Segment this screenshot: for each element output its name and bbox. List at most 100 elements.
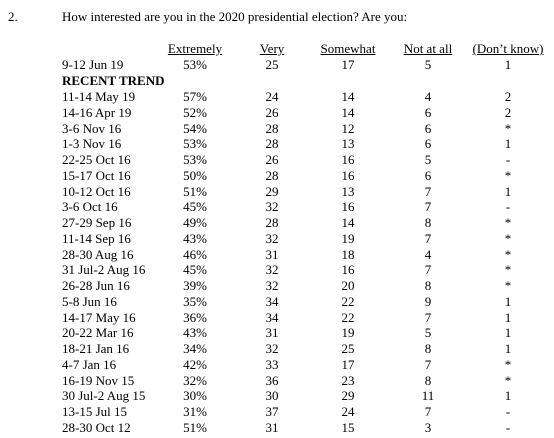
cell: 32 xyxy=(265,230,279,246)
row-label: 11-14 May 19 xyxy=(62,89,136,104)
row-label: 9-12 Jun 19 xyxy=(62,57,124,72)
cell: 19 xyxy=(341,325,355,341)
cell: 6 xyxy=(424,120,432,136)
cell: 32 xyxy=(265,262,279,278)
cell: 8 xyxy=(424,278,432,294)
cell: 8 xyxy=(424,341,432,357)
row-label: 4-7 Jan 16 xyxy=(62,356,117,372)
cell: 26 xyxy=(265,104,279,120)
cell: 36% xyxy=(183,309,207,325)
cell: 14 xyxy=(341,104,355,120)
cell: 57% xyxy=(183,89,207,104)
cell: 45% xyxy=(183,262,207,278)
cell: 53% xyxy=(183,152,207,168)
cell: - xyxy=(505,152,511,168)
cell: 7 xyxy=(424,230,432,246)
cell: 19 xyxy=(341,230,355,246)
cell: 31 xyxy=(265,325,279,341)
cell: 5 xyxy=(424,325,432,341)
cell: 18 xyxy=(341,246,355,262)
cell: 14 xyxy=(341,215,355,231)
row-label: 3-6 Oct 16 xyxy=(62,199,118,215)
cell: 6 xyxy=(424,167,432,183)
cell: * xyxy=(504,356,512,372)
cell: * xyxy=(504,230,512,246)
cell: 15 xyxy=(341,419,355,435)
cell: 28 xyxy=(265,167,279,183)
row-label: 13-15 Jul 15 xyxy=(62,404,127,420)
cell: 29 xyxy=(265,183,279,199)
cell: 22 xyxy=(341,309,355,325)
cell: 16 xyxy=(341,152,355,168)
cell: 43% xyxy=(183,325,207,341)
cell: * xyxy=(504,120,512,136)
cell: 31% xyxy=(183,404,207,420)
cell: 24 xyxy=(265,89,279,104)
cell: 13 xyxy=(341,136,355,152)
cell: 28 xyxy=(265,215,279,231)
cell: 42% xyxy=(183,356,207,372)
row-label: 3-6 Nov 16 xyxy=(62,120,122,136)
row-label: 27-29 Sep 16 xyxy=(62,215,132,231)
cell: 7 xyxy=(424,199,432,215)
cell: 1 xyxy=(504,57,512,72)
cell: 17 xyxy=(341,57,355,72)
cell: 1 xyxy=(504,341,512,357)
cell: 1 xyxy=(504,388,512,404)
cell: 17 xyxy=(341,356,355,372)
row-label: 16-19 Nov 15 xyxy=(62,372,135,388)
row-label: 10-12 Oct 16 xyxy=(62,183,131,199)
cell: 16 xyxy=(341,167,355,183)
cell: 3 xyxy=(424,419,432,435)
cell: 45% xyxy=(183,199,207,215)
cell: 12 xyxy=(341,120,355,136)
row-label: 15-17 Oct 16 xyxy=(62,167,131,183)
cell: 7 xyxy=(424,309,432,325)
cell: 52% xyxy=(183,104,207,120)
cell: 36 xyxy=(265,372,279,388)
question-text: How interested are you in the 2020 presi… xyxy=(62,9,408,24)
cell: 4 xyxy=(424,89,432,104)
cell: 34 xyxy=(265,293,279,309)
row-label: 22-25 Oct 16 xyxy=(62,152,131,168)
cell: 43% xyxy=(183,230,207,246)
column-header: Very xyxy=(259,41,285,56)
row-label: 14-16 Apr 19 xyxy=(62,104,132,120)
cell: 54% xyxy=(183,120,207,136)
cell: 5 xyxy=(424,152,432,168)
cell: 39% xyxy=(183,278,207,294)
row-label: 26-28 Jun 16 xyxy=(62,278,130,294)
cell: 7 xyxy=(424,356,432,372)
cell: 20 xyxy=(341,278,355,294)
row-label: 5-8 Jun 16 xyxy=(62,293,117,309)
section-label: RECENT TREND xyxy=(62,73,165,88)
cell: 29 xyxy=(341,388,355,404)
row-label: 18-21 Jan 16 xyxy=(62,341,130,357)
cell: 9 xyxy=(424,293,432,309)
cell: 25 xyxy=(341,341,355,357)
cell: 2 xyxy=(504,89,512,104)
row-label: 20-22 Mar 16 xyxy=(62,325,134,341)
cell: 7 xyxy=(424,262,432,278)
row-label: 14-17 May 16 xyxy=(62,309,136,325)
cell: 1 xyxy=(504,309,512,325)
cell: 53% xyxy=(183,136,207,152)
cell: 24 xyxy=(341,404,355,420)
cell: * xyxy=(504,246,512,262)
cell: 31 xyxy=(265,246,279,262)
cell: 33 xyxy=(265,356,279,372)
cell: 46% xyxy=(183,246,207,262)
cell: 1 xyxy=(504,325,512,341)
cell: 1 xyxy=(504,136,512,152)
cell: 5 xyxy=(424,57,432,72)
row-label: 28-30 Oct 12 xyxy=(62,419,131,435)
cell: * xyxy=(504,167,512,183)
cell: 26 xyxy=(265,152,279,168)
cell: 11 xyxy=(421,388,435,404)
cell: 6 xyxy=(424,136,432,152)
cell: 23 xyxy=(341,372,355,388)
cell: 16 xyxy=(341,199,355,215)
cell: 14 xyxy=(341,89,355,104)
cell: * xyxy=(504,262,512,278)
